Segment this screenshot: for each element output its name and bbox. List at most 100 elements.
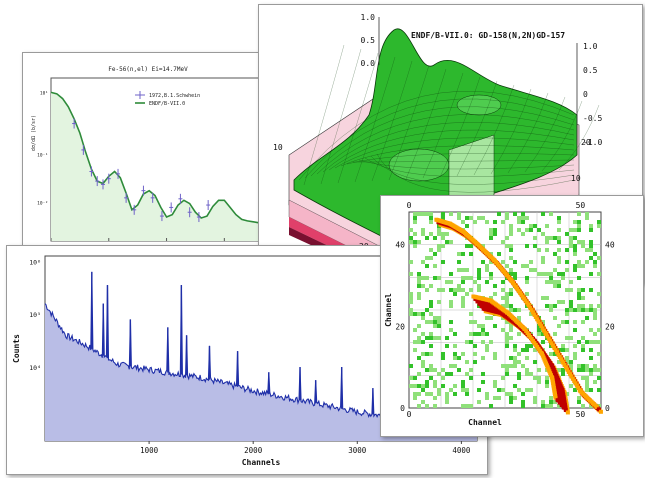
surface-mesh-line — [354, 56, 396, 183]
heatmap-cell — [553, 236, 557, 240]
heatmap-cell — [413, 212, 417, 216]
y-tick-label-right: 40 — [605, 241, 615, 250]
heatmap-cell — [489, 228, 493, 232]
heatmap-cell — [569, 364, 573, 368]
heatmap-cell — [569, 300, 573, 304]
heatmap-cell — [485, 392, 489, 396]
heatmap-band-cell — [548, 338, 553, 343]
heatmap-cell — [569, 308, 573, 312]
heatmap-cell — [481, 328, 485, 332]
heatmap-cell — [489, 232, 493, 236]
heatmap-cell — [589, 340, 593, 344]
heatmap-cell — [409, 272, 413, 276]
heatmap-cell — [429, 344, 433, 348]
heatmap-cell — [533, 236, 537, 240]
heatmap-cell — [409, 292, 413, 296]
heatmap-cell — [545, 272, 549, 276]
z-tick-right: 0.5 — [583, 66, 598, 75]
heatmap-cell — [453, 352, 457, 356]
heatmap-cell — [425, 392, 429, 396]
heatmap-cell — [461, 352, 465, 356]
heatmap-cell — [533, 400, 537, 404]
heatmap-cell — [549, 276, 553, 280]
heatmap-cell — [513, 344, 517, 348]
heatmap-cell — [477, 400, 481, 404]
heatmap-cell — [541, 212, 545, 216]
heatmap-cell — [429, 332, 433, 336]
surface-mesh-line — [422, 72, 464, 179]
heatmap-cell — [429, 320, 433, 324]
heatmap-cell — [493, 352, 497, 356]
heatmap-cell — [485, 332, 489, 336]
heatmap-cell — [413, 348, 417, 352]
heatmap-cell — [461, 388, 465, 392]
heatmap-cell — [421, 228, 425, 232]
heatmap-cell — [545, 380, 549, 384]
heatmap-cell — [501, 220, 505, 224]
heatmap-band-cell — [576, 385, 581, 390]
heatmap-cell — [429, 220, 433, 224]
x-tick-label-top: 50 — [576, 201, 586, 210]
heatmap-cell — [501, 388, 505, 392]
heatmap-cell — [449, 288, 453, 292]
heatmap-cell — [533, 348, 537, 352]
heatmap-cell — [481, 216, 485, 220]
heatmap-cell — [429, 212, 433, 216]
surface-mesh-line — [439, 76, 481, 178]
heatmap-cell — [485, 344, 489, 348]
heatmap-cell — [429, 284, 433, 288]
surface-mesh-line — [328, 129, 575, 171]
heatmap-cell — [525, 276, 529, 280]
heatmap-cell — [417, 392, 421, 396]
heatmap-cell — [493, 384, 497, 388]
heatmap-cell — [517, 216, 521, 220]
heatmap-cell — [473, 352, 477, 356]
heatmap-cell — [453, 384, 457, 388]
heatmap-cell — [441, 384, 445, 388]
z-tick-right: -1.0 — [583, 138, 602, 147]
heatmap-cell — [409, 376, 413, 380]
heatmap-cell — [545, 376, 549, 380]
heatmap-cell — [521, 364, 525, 368]
heatmap-cell — [417, 384, 421, 388]
heatmap-cell — [517, 360, 521, 364]
heatmap-cell — [417, 272, 421, 276]
heatmap-cell — [565, 248, 569, 252]
heatmap-cell — [465, 276, 469, 280]
surface-mesh-line — [340, 145, 575, 167]
heatmap-cell — [553, 316, 557, 320]
heatmap-cell — [509, 328, 513, 332]
y-tick-label-right: 0 — [605, 404, 610, 413]
heatmap-band-cell — [529, 308, 534, 313]
heatmap-cell — [537, 228, 541, 232]
heatmap-cell — [577, 212, 581, 216]
surface-mesh-line — [322, 122, 575, 173]
heatmap-cell — [489, 276, 493, 280]
heatmap-cell — [509, 308, 513, 312]
heatmap-cell — [513, 212, 517, 216]
heatmap-cell — [513, 356, 517, 360]
heatmap-cell — [441, 260, 445, 264]
heatmap-cell — [461, 268, 465, 272]
heatmap-cell — [449, 388, 453, 392]
heatmap-cell — [561, 348, 565, 352]
heatmap-cell — [517, 308, 521, 312]
heatmap-cell — [597, 292, 601, 296]
heatmap-cell — [509, 232, 513, 236]
heatmap-cell — [553, 280, 557, 284]
heatmap-band-cell — [539, 324, 544, 329]
heatmap-band-cell — [531, 310, 536, 315]
heatmap-cell — [457, 268, 461, 272]
heatmap-cell — [465, 292, 469, 296]
heatmap-cell — [529, 268, 533, 272]
heatmap-cell — [457, 368, 461, 372]
heatmap-cell — [485, 268, 489, 272]
heatmap-cell — [577, 240, 581, 244]
surface-mesh-line — [352, 159, 575, 163]
heatmap-cell — [445, 392, 449, 396]
y-axis-label: Channel — [384, 293, 393, 327]
heatmap-band-cell — [573, 381, 578, 386]
heatmap-cell — [597, 328, 601, 332]
heatmap-cell — [517, 316, 521, 320]
heatmap-cell — [585, 308, 589, 312]
